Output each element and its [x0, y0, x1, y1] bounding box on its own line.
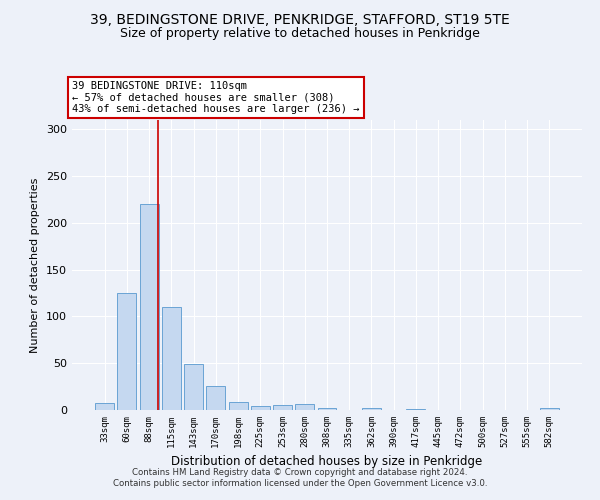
Bar [162, 307, 181, 410]
Bar [206, 386, 225, 410]
Bar [295, 404, 314, 410]
Text: Distribution of detached houses by size in Penkridge: Distribution of detached houses by size … [172, 455, 482, 468]
Bar [317, 408, 337, 410]
Bar [118, 293, 136, 410]
Bar [362, 408, 381, 410]
Bar [273, 406, 292, 410]
Bar [184, 364, 203, 410]
Bar [229, 402, 248, 410]
Bar [406, 409, 425, 410]
Bar [140, 204, 158, 410]
Y-axis label: Number of detached properties: Number of detached properties [31, 178, 40, 352]
Text: 39, BEDINGSTONE DRIVE, PENKRIDGE, STAFFORD, ST19 5TE: 39, BEDINGSTONE DRIVE, PENKRIDGE, STAFFO… [90, 12, 510, 26]
Text: Contains HM Land Registry data © Crown copyright and database right 2024.
Contai: Contains HM Land Registry data © Crown c… [113, 468, 487, 487]
Bar [95, 402, 114, 410]
Text: 39 BEDINGSTONE DRIVE: 110sqm
← 57% of detached houses are smaller (308)
43% of s: 39 BEDINGSTONE DRIVE: 110sqm ← 57% of de… [72, 81, 359, 114]
Bar [540, 408, 559, 410]
Text: Size of property relative to detached houses in Penkridge: Size of property relative to detached ho… [120, 28, 480, 40]
Bar [251, 406, 270, 410]
